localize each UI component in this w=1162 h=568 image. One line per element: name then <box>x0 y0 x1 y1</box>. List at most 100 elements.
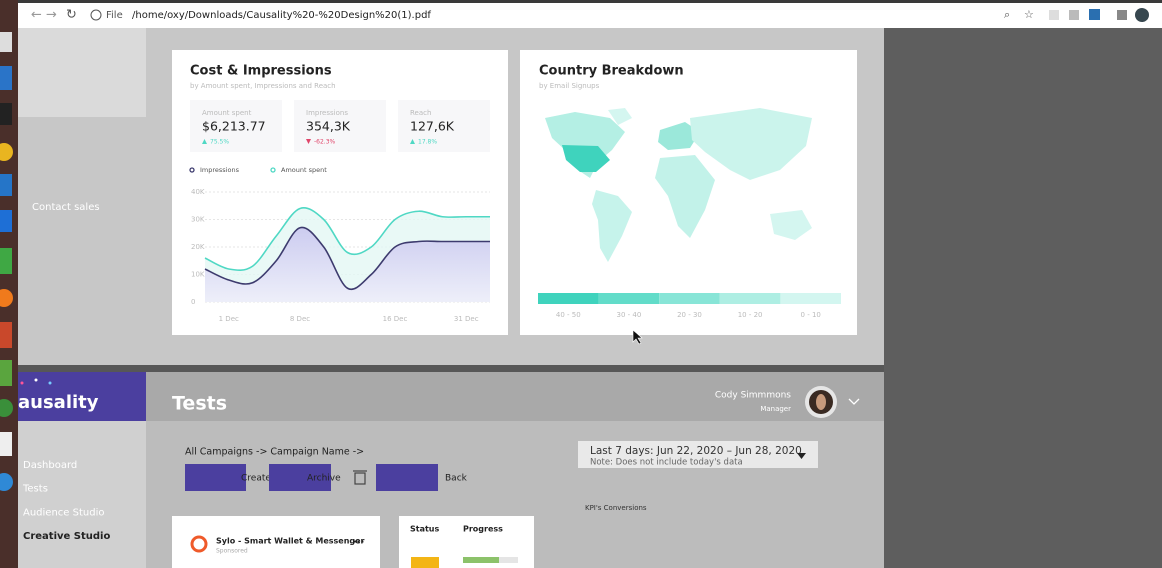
date-range-picker[interactable] <box>578 441 818 468</box>
dock-icon[interactable] <box>0 103 12 125</box>
kpi-change: -62.3% <box>314 139 336 146</box>
kpi-label: Impressions <box>306 109 348 117</box>
legend-label: 10 - 20 <box>738 311 763 319</box>
create-label: Create <box>241 474 271 484</box>
ad-logo <box>190 535 208 553</box>
date-note: Note: Does not include today's data <box>590 458 743 468</box>
extension-icon[interactable] <box>1117 10 1127 20</box>
dock-icon[interactable] <box>0 399 13 417</box>
archive-button[interactable] <box>269 464 331 491</box>
dock-icons <box>0 32 13 491</box>
nav-item[interactable]: Creative Studio <box>23 531 110 542</box>
dock-icon[interactable] <box>0 143 13 161</box>
zoom-icon[interactable]: ⌕ <box>1004 8 1010 21</box>
bookmark-star[interactable]: ☆ <box>1024 8 1034 21</box>
x-tick-label: 31 Dec <box>454 315 479 323</box>
contact-sales[interactable]: Contact sales <box>32 202 100 213</box>
kpi-value: 354,3K <box>306 119 351 134</box>
africa <box>655 155 715 238</box>
ad-title: Sylo - Smart Wallet & Messenger <box>216 537 365 546</box>
legend-label: 0 - 10 <box>801 311 821 319</box>
map-legend: 40 - 50 30 - 40 20 - 30 10 - 20 0 - 10 <box>538 293 841 319</box>
nav-item[interactable]: Dashboard <box>23 460 77 471</box>
kpi-arrow <box>306 139 311 144</box>
series-line <box>204 207 490 272</box>
y-tick-label: 30K <box>191 216 205 224</box>
forward-button[interactable]: → <box>46 8 57 23</box>
url-scheme: File <box>106 10 123 21</box>
url[interactable]: /home/oxy/Downloads/Causality%20-%20Desi… <box>132 10 431 21</box>
page-title: Tests <box>172 393 227 415</box>
extension-icon[interactable] <box>1089 9 1100 20</box>
kpi-label: Reach <box>410 109 431 117</box>
card-title: Country Breakdown <box>539 64 684 79</box>
kpi-heading: KPI's Conversions <box>585 504 647 512</box>
create-button[interactable] <box>185 464 246 491</box>
user-menu-chevron[interactable] <box>848 398 860 405</box>
legend-label: 20 - 30 <box>677 311 702 319</box>
y-tick-label: 20K <box>191 243 205 251</box>
extension-icon[interactable] <box>1049 10 1059 20</box>
kpi-arrow <box>202 139 207 144</box>
dock <box>0 0 18 568</box>
x-tick-label: 8 Dec <box>290 315 310 323</box>
dock-icon[interactable] <box>0 432 12 456</box>
status-badge <box>411 557 439 568</box>
x-tick-label: 16 Dec <box>383 315 408 323</box>
dock-icon[interactable] <box>0 473 13 491</box>
legend-swatch <box>189 167 195 173</box>
sidebar-top <box>18 28 146 117</box>
asia <box>690 108 812 180</box>
reload-button[interactable]: ↻ <box>66 8 77 23</box>
nav-item[interactable]: Audience Studio <box>23 507 104 518</box>
dock-icon[interactable] <box>0 322 12 348</box>
progress-fill <box>463 557 499 563</box>
world-map <box>545 108 812 262</box>
greenland <box>608 108 632 125</box>
user-role: Manager <box>760 405 791 413</box>
app-header <box>146 372 884 421</box>
kpi-label: Amount spent <box>202 109 252 117</box>
profile-icon[interactable] <box>1135 8 1149 22</box>
legend-band <box>780 293 841 304</box>
extension-icon[interactable] <box>1069 10 1079 20</box>
dock-icon[interactable] <box>0 289 13 307</box>
dock-icon[interactable] <box>0 360 12 386</box>
tab-strip <box>0 0 1162 3</box>
dock-icon[interactable] <box>0 210 12 232</box>
info-icon[interactable] <box>90 9 102 21</box>
x-tick-label: 1 Dec <box>219 315 239 323</box>
dock-icon[interactable] <box>0 32 12 52</box>
table-header: Progress <box>463 525 503 534</box>
kpi-value: $6,213.77 <box>202 119 266 134</box>
legend-label: 40 - 50 <box>556 311 581 319</box>
delete-icon[interactable] <box>353 470 367 485</box>
kpi-row: Amount spent $6,213.77 75.5% Impressions 354… <box>190 100 490 152</box>
kpi-value: 127,6K <box>410 119 455 134</box>
ad-menu[interactable]: ··· <box>353 537 364 548</box>
y-tick-label: 10K <box>191 271 205 279</box>
back-button-app[interactable] <box>376 464 438 491</box>
dock-icon[interactable] <box>0 248 12 274</box>
browser-toolbar <box>0 0 1162 28</box>
legend-band <box>659 293 720 304</box>
app-sidebar <box>18 421 146 568</box>
south-america <box>592 190 632 262</box>
dock-icon[interactable] <box>0 174 12 196</box>
logo-area <box>18 372 146 421</box>
kpi-arrow <box>410 139 415 144</box>
logo-dot <box>20 381 24 385</box>
legend-swatch <box>270 167 276 173</box>
logo-dot <box>34 378 38 382</box>
series-line <box>204 226 490 291</box>
nav-item[interactable]: Tests <box>22 484 48 495</box>
kpi-box <box>294 100 386 152</box>
sidebar-nav: Dashboard Tests Audience Studio Creative St… <box>22 460 110 542</box>
legend-label: Impressions <box>200 166 240 174</box>
dock-icon[interactable] <box>0 66 12 90</box>
logo[interactable]: ausality <box>18 392 99 413</box>
legend-label: Amount spent <box>281 166 327 174</box>
north-america <box>545 112 625 178</box>
back-button[interactable]: ← <box>31 8 42 23</box>
